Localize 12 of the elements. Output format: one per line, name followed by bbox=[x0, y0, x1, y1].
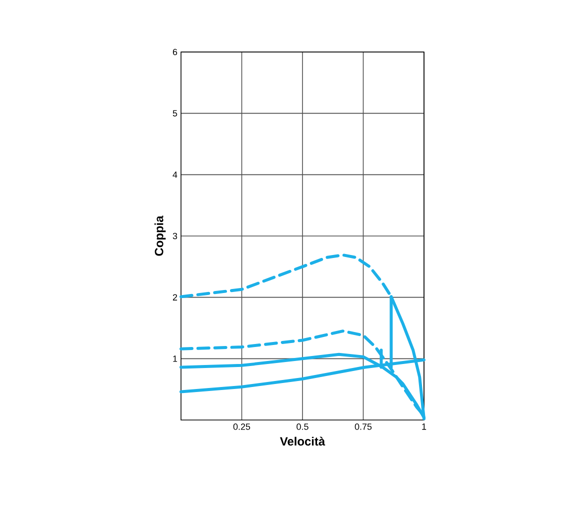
y-tick-label: 6 bbox=[172, 48, 178, 56]
x-tick-label: 0.25 bbox=[233, 424, 250, 430]
y-tick-label: 4 bbox=[172, 172, 178, 178]
x-axis-title: Velocità bbox=[280, 436, 326, 446]
x-tick-label: 0.5 bbox=[296, 424, 308, 430]
x-tick-label: 1 bbox=[422, 424, 426, 430]
y-tick-label: 5 bbox=[172, 110, 178, 116]
x-tick-label: 0.75 bbox=[354, 424, 372, 430]
y-tick-label: 3 bbox=[172, 232, 178, 240]
y-axis-title: Coppia bbox=[154, 216, 166, 256]
y-tick-label: 2 bbox=[172, 294, 178, 300]
y-tick-label: 1 bbox=[173, 356, 178, 362]
